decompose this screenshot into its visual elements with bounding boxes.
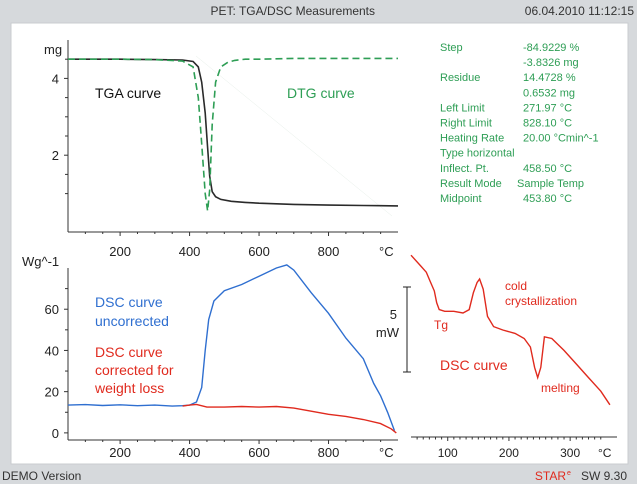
p2-x-tick-label: 600 [248, 445, 270, 460]
brand-star: STAR [535, 469, 566, 483]
demo-version-label: DEMO Version [2, 469, 81, 483]
p3-x-tick-label: 100 [438, 446, 458, 460]
plot-panel [10, 22, 629, 465]
result-key: Heating Rate [440, 133, 504, 145]
result-key: Step [440, 42, 463, 54]
p3-x-axis-unit: °C [598, 446, 612, 460]
result-value: -3.8326 mg [523, 57, 579, 69]
result-key: Midpoint [440, 193, 482, 205]
tga-dtg-chart: mg °C 200 400 600 800 2 4 TGA curve DTG curv… [44, 40, 399, 259]
p2-x-tick-label: 400 [179, 445, 201, 460]
p3-x-tick-label: 200 [499, 446, 519, 460]
window-datetime: 06.04.2010 11:12:15 [525, 4, 635, 18]
result-value: 453.80 °C [523, 193, 572, 205]
window-title: PET: TGA/DSC Measurements [211, 4, 376, 18]
p1-x-tick-label: 800 [318, 244, 340, 259]
scale-bar-value: 5 [390, 307, 397, 322]
p1-x-tick-label: 600 [248, 244, 270, 259]
result-value: 14.4728 % [523, 72, 576, 84]
result-value: 271.97 °C [523, 102, 572, 114]
brand-sw-version: SW 9.30 [581, 469, 627, 483]
p2-y-tick-label: 20 [45, 385, 59, 400]
p1-x-tick-label: 400 [179, 244, 201, 259]
brand-e: e [567, 470, 571, 477]
p1-x-tick-label: 200 [109, 244, 131, 259]
dsc-inset-chart: °C 100 200 300 cold crystallization Tg DSC… [410, 254, 617, 460]
dsc-curve [410, 254, 611, 406]
dsc-corrected-label-2: corrected for [95, 362, 174, 378]
result-value: 20.00 °Cmin^-1 [523, 133, 599, 145]
dsc-curve-label: DSC curve [440, 357, 508, 373]
cold-crystallization-label-1: cold [505, 279, 527, 293]
p2-y-tick-label: 60 [45, 302, 59, 317]
result-key: Type horizontal [440, 148, 515, 160]
tga-curve-label: TGA curve [95, 85, 161, 101]
p3-x-tick-label: 300 [560, 446, 580, 460]
dtg-curve-label: DTG curve [287, 85, 355, 101]
cold-crystallization-label-2: crystallization [505, 294, 577, 308]
result-key: Left Limit [440, 102, 485, 114]
melting-label: melting [541, 381, 580, 395]
result-value: Sample Temp [517, 178, 584, 190]
result-key: Result Mode [440, 178, 502, 190]
result-key: Right Limit [440, 118, 492, 130]
dsc-uncorrected-label-2: uncorrected [95, 313, 169, 329]
p2-x-axis-unit: °C [379, 445, 394, 460]
scale-bar-unit: mW [376, 325, 400, 340]
result-value: -84.9229 % [523, 42, 579, 54]
scale-bar: 5 mW [376, 286, 411, 373]
p1-y-axis-label: mg [44, 42, 62, 57]
result-value: 828.10 °C [523, 118, 572, 130]
dsc-corrected-label-1: DSC curve [95, 344, 163, 360]
dtg-curve [68, 57, 398, 212]
result-key: Residue [440, 72, 480, 84]
p1-y-tick-label: 2 [52, 148, 59, 163]
evaluation-results: Step -84.9229 % -3.8326 mg Residue 14.4728 %… [440, 42, 599, 205]
dsc-uncorrected-curve [67, 264, 396, 432]
result-value: 458.50 °C [523, 163, 572, 175]
p1-guide [195, 55, 393, 217]
p2-x-tick-label: 800 [318, 445, 340, 460]
p1-y-tick-label: 4 [52, 71, 59, 86]
tg-label: Tg [434, 318, 448, 332]
dsc-corrected-curve [182, 403, 397, 434]
p2-y-axis-label: Wg^-1 [22, 254, 59, 269]
result-key: Inflect. Pt. [440, 163, 489, 175]
dsc-uncorrected-label-1: DSC curve [95, 294, 163, 310]
p2-y-tick-label: 40 [45, 343, 59, 358]
p1-x-axis-unit: °C [379, 244, 394, 259]
result-value: 0.6532 mg [523, 87, 575, 99]
tga-curve [68, 58, 399, 207]
dsc-corrected-label-3: weight loss [94, 380, 164, 396]
p2-x-tick-label: 200 [109, 445, 131, 460]
p2-y-tick-label: 0 [52, 426, 59, 441]
